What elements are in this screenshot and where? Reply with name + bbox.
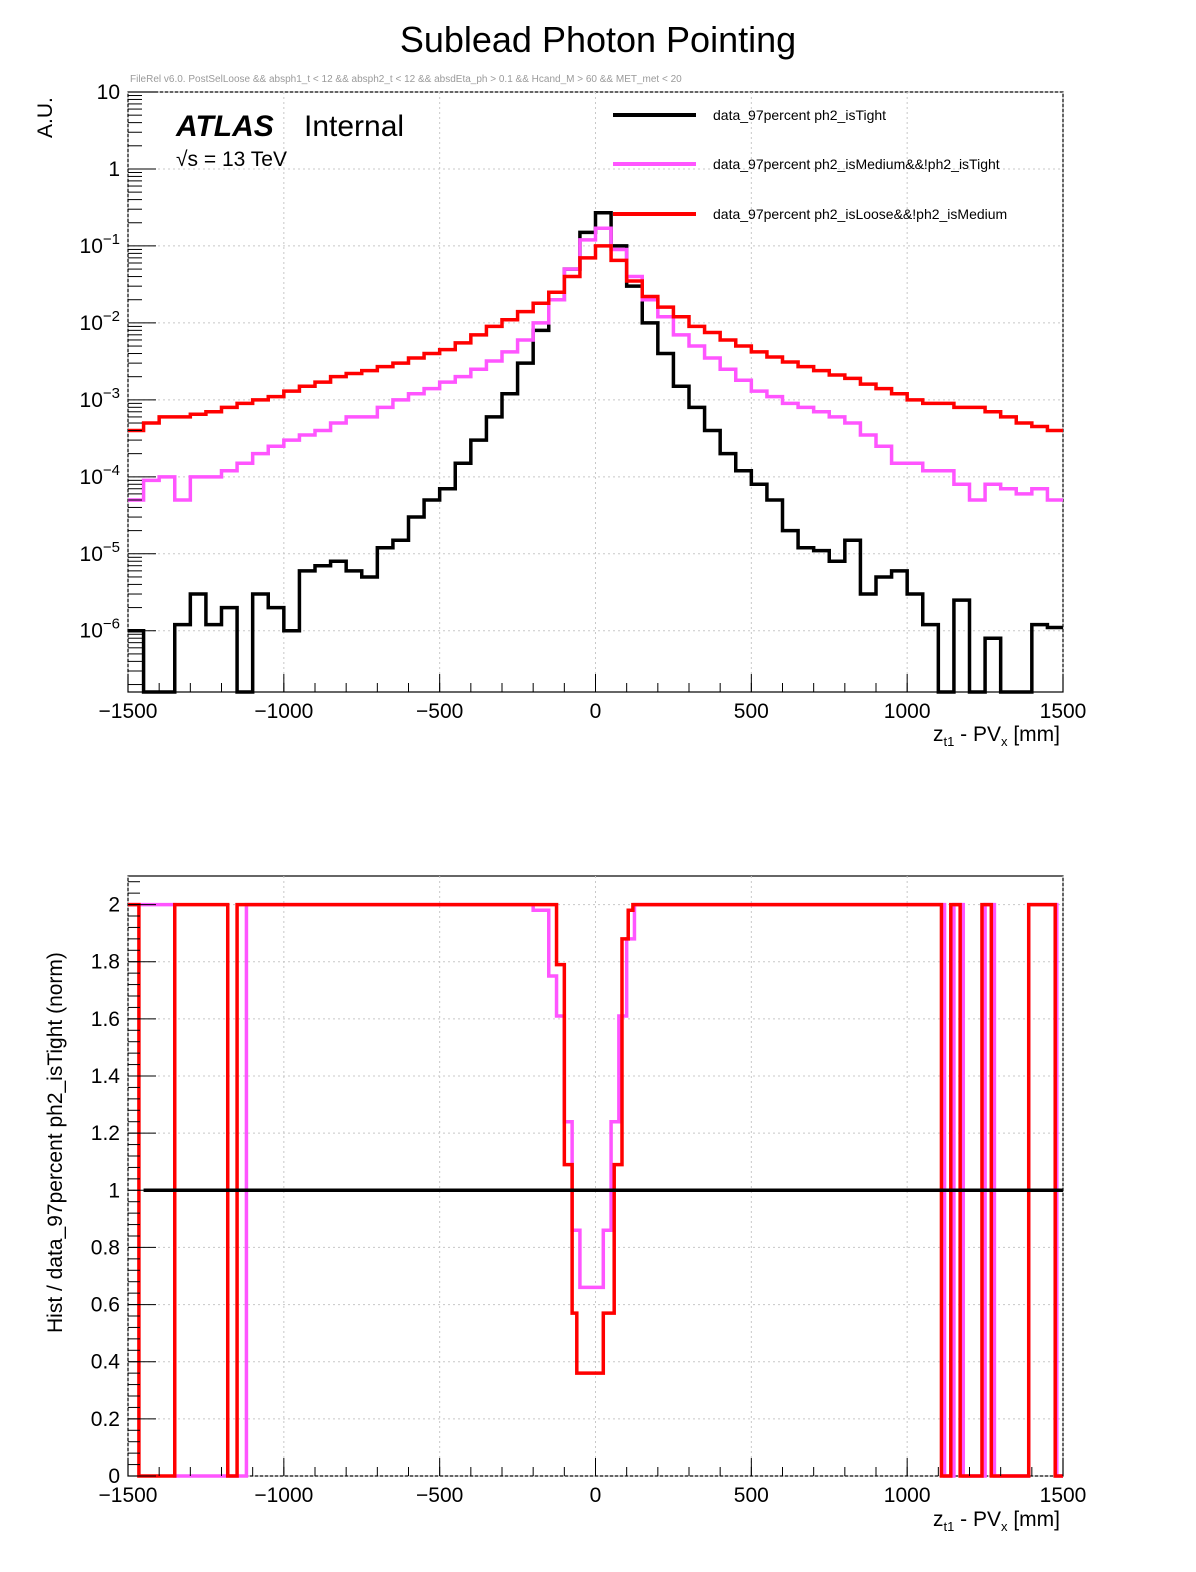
- y-tick-label: 1: [108, 158, 120, 181]
- selection-text: FileRel v6.0. PostSelLoose && absph1_t <…: [130, 74, 682, 85]
- x-tick-label: −1500: [99, 700, 158, 723]
- y-tick-label: 1: [108, 1179, 120, 1202]
- x-tick-label: 1000: [884, 700, 931, 723]
- x-tick-label: −1000: [254, 1484, 313, 1507]
- y-tick-label: 10−2: [80, 308, 120, 335]
- y-tick-label: 2: [108, 894, 120, 917]
- medium-ratio: [128, 902, 1063, 1478]
- top-axes: −1500 −1000 −500 0 500 1000 1500 10 1 10−1 10−2 10−…: [80, 81, 1087, 723]
- bottom-y-label: Hist / data_97percent ph2_isTight (norm): [44, 952, 67, 1333]
- x-tick-label: −1500: [99, 1484, 158, 1507]
- x-tick-label: −500: [416, 700, 463, 723]
- y-tick-label: 10−5: [80, 539, 120, 566]
- top-series: [128, 210, 1063, 694]
- x-tick-label: 500: [734, 700, 769, 723]
- bottom-axes: −1500 −1000 −500 0 500 1000 1500 0 0.2 0.4 0.6 0.8 1…: [91, 881, 1087, 1507]
- x-tick-label: 1500: [1040, 1484, 1087, 1507]
- medium-curve: [128, 226, 1063, 502]
- y-tick-label: 0.2: [91, 1408, 120, 1431]
- y-tick-label: 0.8: [91, 1236, 120, 1259]
- top-x-label: zt1 - PVx [mm]: [933, 723, 1060, 749]
- y-tick-label: 1.8: [91, 951, 120, 974]
- y-tick-label: 10: [97, 81, 120, 104]
- legend-label-medium: data_97percent ph2_isMedium&&!ph2_isTigh…: [713, 156, 1000, 172]
- y-tick-label: 10−3: [80, 385, 120, 412]
- y-tick-label: 10−4: [80, 462, 120, 489]
- legend-label-loose: data_97percent ph2_isLoose&&!ph2_isMediu…: [713, 206, 1007, 222]
- x-tick-label: 1500: [1040, 700, 1087, 723]
- y-tick-label: 1.2: [91, 1122, 120, 1145]
- atlas-status: Internal: [304, 110, 404, 143]
- y-tick-label: 10−1: [80, 231, 120, 258]
- legend: data_97percent ph2_isTight data_97percen…: [613, 107, 1007, 222]
- energy-label: √s = 13 TeV: [176, 148, 287, 171]
- y-tick-label: 10−6: [80, 616, 120, 643]
- bottom-grid: [127, 876, 1064, 1477]
- tight-curve: [128, 210, 1063, 694]
- atlas-label: ATLAS: [175, 110, 274, 143]
- x-tick-label: −1000: [254, 700, 313, 723]
- y-tick-label: 0: [108, 1465, 120, 1488]
- y-tick-label: 0.6: [91, 1294, 120, 1317]
- bottom-series: [128, 902, 1063, 1478]
- legend-label-tight: data_97percent ph2_isTight: [713, 107, 886, 123]
- chart-title: Sublead Photon Pointing: [400, 19, 796, 60]
- bottom-x-label: zt1 - PVx [mm]: [933, 1508, 1060, 1534]
- y-tick-label: 1.4: [91, 1065, 121, 1088]
- y-tick-label: 1.6: [91, 1008, 120, 1031]
- x-tick-label: 1000: [884, 1484, 931, 1507]
- loose-curve: [128, 244, 1063, 433]
- x-tick-label: 500: [734, 1484, 769, 1507]
- loose-ratio: [128, 902, 1063, 1478]
- x-tick-label: 0: [590, 700, 602, 723]
- top-y-label: A.U.: [34, 97, 57, 138]
- x-tick-label: −500: [416, 1484, 463, 1507]
- x-tick-label: 0: [590, 1484, 602, 1507]
- y-tick-label: 0.4: [91, 1351, 121, 1374]
